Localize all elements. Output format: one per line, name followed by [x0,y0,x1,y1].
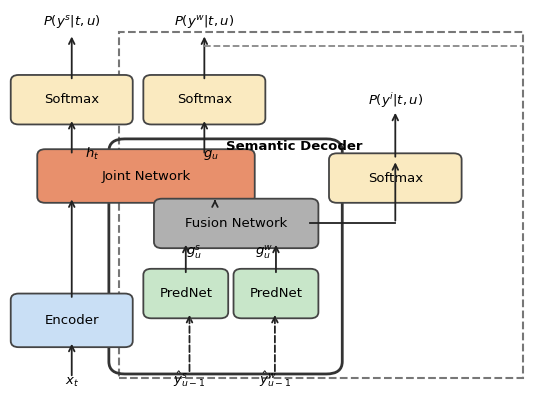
Text: $P(y^s|t, u)$: $P(y^s|t, u)$ [43,13,101,30]
FancyBboxPatch shape [143,269,228,318]
Text: Joint Network: Joint Network [101,170,191,183]
Text: $P(y^i|t, u)$: $P(y^i|t, u)$ [368,91,423,110]
Text: $h_t$: $h_t$ [85,145,99,162]
Text: Semantic Decoder: Semantic Decoder [226,140,363,153]
Text: Softmax: Softmax [368,171,423,185]
Text: Encoder: Encoder [44,314,99,327]
FancyBboxPatch shape [11,75,133,125]
Text: $P(y^w|t, u)$: $P(y^w|t, u)$ [174,13,235,30]
Text: $\hat{y}^w_{u-1}$: $\hat{y}^w_{u-1}$ [258,370,291,389]
Text: Softmax: Softmax [44,93,99,106]
Text: $x_t$: $x_t$ [65,376,79,389]
Text: $\hat{y}^s_{u-1}$: $\hat{y}^s_{u-1}$ [173,370,206,389]
Text: $g_u$: $g_u$ [203,148,219,162]
FancyBboxPatch shape [154,199,318,248]
Bar [120,32,523,378]
FancyBboxPatch shape [143,75,265,125]
FancyBboxPatch shape [38,149,255,203]
FancyBboxPatch shape [11,293,133,347]
FancyBboxPatch shape [234,269,318,318]
Text: $g_u^w$: $g_u^w$ [255,243,273,260]
Text: PredNet: PredNet [249,287,302,300]
Text: $g_u^s$: $g_u^s$ [186,243,202,260]
Text: Softmax: Softmax [177,93,232,106]
Text: PredNet: PredNet [159,287,212,300]
Text: Fusion Network: Fusion Network [185,217,287,230]
FancyBboxPatch shape [329,153,461,203]
